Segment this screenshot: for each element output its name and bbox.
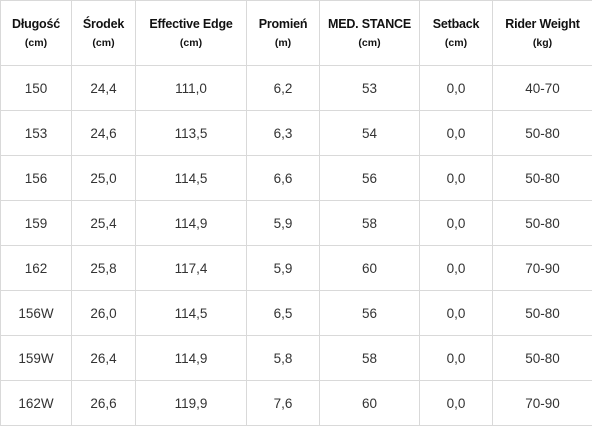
cell-effective-edge: 114,9 [136, 336, 247, 381]
table-row: 156 25,0 114,5 6,6 56 0,0 50-80 [1, 156, 592, 201]
cell-med-stance: 58 [320, 201, 420, 246]
cell-radius: 6,3 [247, 111, 320, 156]
cell-waist: 25,0 [72, 156, 136, 201]
cell-med-stance: 60 [320, 246, 420, 291]
cell-setback: 0,0 [420, 156, 493, 201]
header-effective-edge: Effective Edge (cm) [136, 1, 247, 66]
header-effective-edge-unit: (cm) [136, 36, 246, 52]
cell-med-stance: 54 [320, 111, 420, 156]
cell-effective-edge: 114,9 [136, 201, 247, 246]
header-setback-label: Setback [420, 15, 492, 34]
cell-radius: 7,6 [247, 381, 320, 426]
cell-radius: 5,8 [247, 336, 320, 381]
table-row: 159 25,4 114,9 5,9 58 0,0 50-80 [1, 201, 592, 246]
header-radius-label: Promień [247, 15, 319, 34]
header-length: Długość (cm) [1, 1, 72, 66]
table-row: 162W 26,6 119,9 7,6 60 0,0 70-90 [1, 381, 592, 426]
cell-waist: 26,6 [72, 381, 136, 426]
cell-length: 162 [1, 246, 72, 291]
cell-rider-weight: 50-80 [493, 156, 592, 201]
cell-setback: 0,0 [420, 291, 493, 336]
cell-effective-edge: 111,0 [136, 66, 247, 111]
cell-setback: 0,0 [420, 66, 493, 111]
cell-length: 153 [1, 111, 72, 156]
cell-waist: 24,4 [72, 66, 136, 111]
cell-rider-weight: 70-90 [493, 381, 592, 426]
cell-length: 162W [1, 381, 72, 426]
cell-waist: 25,4 [72, 201, 136, 246]
cell-rider-weight: 50-80 [493, 201, 592, 246]
cell-radius: 6,5 [247, 291, 320, 336]
cell-waist: 24,6 [72, 111, 136, 156]
cell-radius: 5,9 [247, 201, 320, 246]
cell-waist: 26,0 [72, 291, 136, 336]
header-effective-edge-label: Effective Edge [136, 15, 246, 34]
cell-effective-edge: 114,5 [136, 156, 247, 201]
cell-radius: 6,6 [247, 156, 320, 201]
header-med-stance-label: MED. STANCE [320, 15, 419, 34]
cell-length: 156 [1, 156, 72, 201]
header-rider-weight: Rider Weight (kg) [493, 1, 592, 66]
header-med-stance-unit: (cm) [320, 36, 419, 52]
cell-setback: 0,0 [420, 381, 493, 426]
cell-setback: 0,0 [420, 201, 493, 246]
cell-rider-weight: 70-90 [493, 246, 592, 291]
cell-med-stance: 56 [320, 291, 420, 336]
cell-effective-edge: 119,9 [136, 381, 247, 426]
cell-radius: 5,9 [247, 246, 320, 291]
cell-med-stance: 60 [320, 381, 420, 426]
header-setback-unit: (cm) [420, 36, 492, 52]
table-row: 156W 26,0 114,5 6,5 56 0,0 50-80 [1, 291, 592, 336]
cell-effective-edge: 117,4 [136, 246, 247, 291]
table-body: 150 24,4 111,0 6,2 53 0,0 40-70 153 24,6… [1, 66, 592, 426]
table-row: 159W 26,4 114,9 5,8 58 0,0 50-80 [1, 336, 592, 381]
table-row: 162 25,8 117,4 5,9 60 0,0 70-90 [1, 246, 592, 291]
cell-waist: 26,4 [72, 336, 136, 381]
header-rider-weight-unit: (kg) [493, 36, 592, 52]
cell-med-stance: 58 [320, 336, 420, 381]
header-setback: Setback (cm) [420, 1, 493, 66]
cell-rider-weight: 50-80 [493, 111, 592, 156]
header-rider-weight-label: Rider Weight [493, 15, 592, 34]
cell-med-stance: 53 [320, 66, 420, 111]
cell-length: 156W [1, 291, 72, 336]
header-length-unit: (cm) [1, 36, 71, 52]
cell-length: 159W [1, 336, 72, 381]
cell-setback: 0,0 [420, 111, 493, 156]
cell-setback: 0,0 [420, 246, 493, 291]
header-length-label: Długość [1, 15, 71, 34]
cell-rider-weight: 50-80 [493, 336, 592, 381]
cell-med-stance: 56 [320, 156, 420, 201]
cell-length: 150 [1, 66, 72, 111]
cell-rider-weight: 50-80 [493, 291, 592, 336]
header-radius: Promień (m) [247, 1, 320, 66]
header-row: Długość (cm) Środek (cm) Effective Edge … [1, 1, 592, 66]
cell-radius: 6,2 [247, 66, 320, 111]
cell-setback: 0,0 [420, 336, 493, 381]
table-row: 153 24,6 113,5 6,3 54 0,0 50-80 [1, 111, 592, 156]
table-header: Długość (cm) Środek (cm) Effective Edge … [1, 1, 592, 66]
cell-waist: 25,8 [72, 246, 136, 291]
header-med-stance: MED. STANCE (cm) [320, 1, 420, 66]
cell-rider-weight: 40-70 [493, 66, 592, 111]
header-waist-label: Środek [72, 15, 135, 34]
cell-effective-edge: 113,5 [136, 111, 247, 156]
header-radius-unit: (m) [247, 36, 319, 52]
cell-effective-edge: 114,5 [136, 291, 247, 336]
table-row: 150 24,4 111,0 6,2 53 0,0 40-70 [1, 66, 592, 111]
header-waist-unit: (cm) [72, 36, 135, 52]
cell-length: 159 [1, 201, 72, 246]
header-waist: Środek (cm) [72, 1, 136, 66]
